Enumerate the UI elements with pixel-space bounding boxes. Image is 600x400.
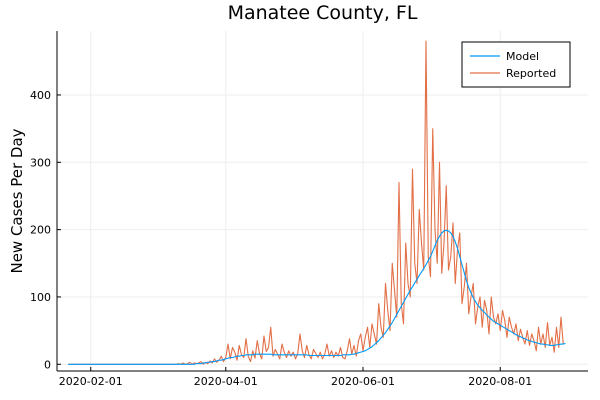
chart-title: Manatee County, FL — [228, 2, 418, 24]
y-tick-label: 400 — [30, 89, 51, 102]
legend: Model Reported — [461, 41, 571, 88]
grid — [57, 31, 588, 371]
x-tick-label: 2020-02-01 — [59, 375, 123, 388]
legend-label: Model — [506, 50, 539, 63]
y-axis-label: New Cases Per Day — [8, 128, 26, 273]
y-tick-label: 0 — [44, 358, 51, 371]
y-tick-label: 100 — [30, 291, 51, 304]
y-tick-label: 300 — [30, 156, 51, 169]
legend-box — [461, 41, 571, 88]
x-tick-label: 2020-06-01 — [331, 375, 395, 388]
x-tick-label: 2020-04-01 — [194, 375, 258, 388]
axes: 0 100 200 300 400 2020-02-01 2020-04-01 2020-06… — [30, 31, 588, 388]
series-line-reported — [68, 40, 564, 365]
y-tick-label: 200 — [30, 224, 51, 237]
series-line-model — [68, 229, 566, 365]
legend-label: Reported — [506, 67, 556, 80]
x-tick-label: 2020-08-01 — [468, 375, 532, 388]
plot-area — [68, 40, 566, 365]
